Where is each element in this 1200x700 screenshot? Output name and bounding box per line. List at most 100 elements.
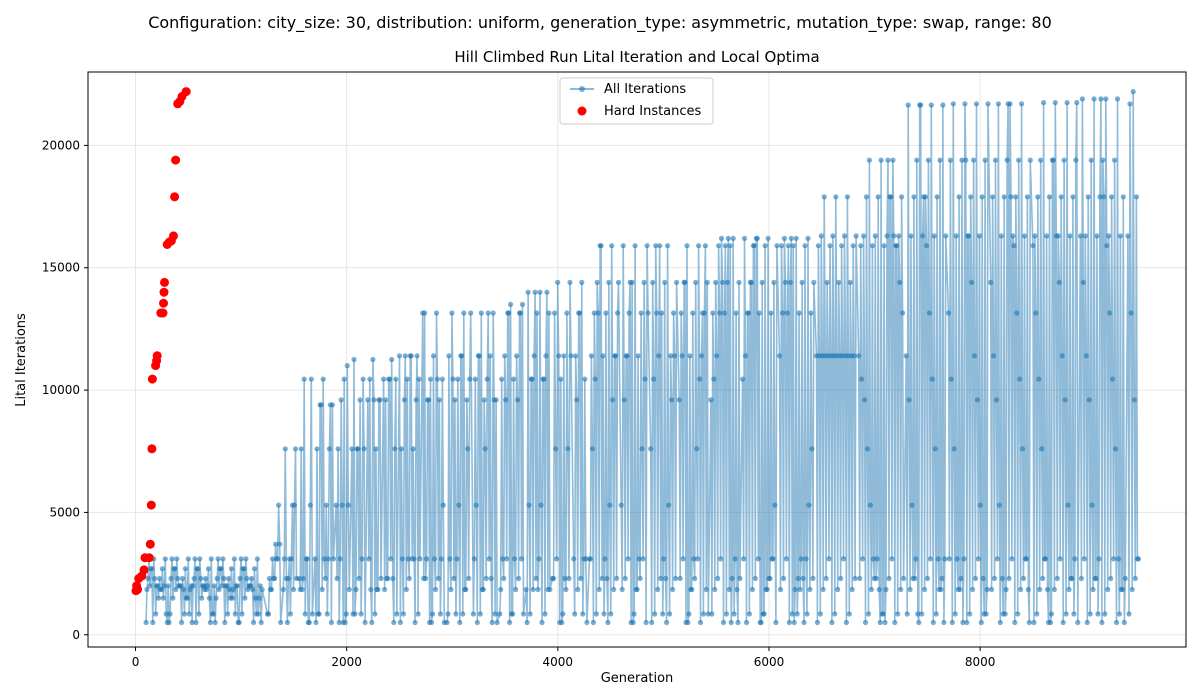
- all-iterations-point: [555, 279, 561, 285]
- all-iterations-point: [861, 233, 867, 239]
- all-iterations-point: [804, 611, 810, 617]
- all-iterations-point: [470, 611, 476, 617]
- all-iterations-point: [362, 619, 368, 626]
- all-iterations-point: [1034, 611, 1040, 617]
- all-iterations-point: [939, 575, 945, 582]
- all-iterations-point: [886, 575, 892, 582]
- all-iterations-point: [454, 556, 460, 562]
- x-tick-label: 0: [132, 655, 140, 669]
- all-iterations-point: [608, 611, 614, 617]
- all-iterations-point: [515, 397, 521, 403]
- all-iterations-point: [455, 376, 461, 382]
- all-iterations-point: [1084, 619, 1090, 626]
- all-iterations-point: [575, 586, 581, 593]
- all-iterations-point: [717, 310, 723, 316]
- all-iterations-point: [198, 575, 204, 582]
- all-iterations-point: [215, 556, 221, 562]
- all-iterations-point: [1054, 575, 1060, 582]
- all-iterations-point: [641, 279, 647, 285]
- all-iterations-point: [471, 556, 477, 562]
- all-iterations-point: [1009, 556, 1015, 562]
- all-iterations-point: [316, 611, 322, 617]
- all-iterations-point: [723, 611, 730, 617]
- all-iterations-point: [1087, 611, 1093, 617]
- all-iterations-point: [561, 353, 567, 359]
- all-iterations-point: [480, 586, 486, 593]
- hard-instance-point: [170, 192, 180, 202]
- all-iterations-series: [143, 89, 1142, 626]
- all-iterations-point: [853, 233, 859, 239]
- x-tick-label: 8000: [965, 655, 996, 669]
- hard-instance-point: [171, 155, 181, 165]
- all-iterations-point: [860, 556, 866, 562]
- all-iterations-point: [914, 157, 920, 163]
- all-iterations-point: [672, 353, 678, 359]
- all-iterations-point: [1072, 556, 1078, 562]
- all-iterations-point: [652, 611, 658, 617]
- all-iterations-point: [524, 619, 530, 626]
- all-iterations-point: [971, 353, 978, 359]
- all-iterations-point: [602, 556, 608, 562]
- all-iterations-point: [963, 157, 969, 163]
- all-iterations-point: [373, 446, 379, 452]
- all-iterations-point: [1119, 586, 1125, 593]
- all-iterations-point: [1016, 157, 1022, 163]
- all-iterations-point: [191, 575, 197, 582]
- all-iterations-point: [725, 235, 731, 241]
- all-iterations-point: [850, 243, 856, 249]
- all-iterations-point: [711, 376, 717, 382]
- all-iterations-point: [746, 611, 753, 617]
- all-iterations-point: [1086, 397, 1092, 403]
- all-iterations-point: [665, 243, 671, 249]
- all-iterations-point: [328, 619, 334, 626]
- all-iterations-point: [143, 619, 149, 626]
- all-iterations-point: [770, 556, 776, 562]
- hard-instance-point: [139, 565, 149, 575]
- all-iterations-point: [847, 279, 853, 285]
- hard-instance-point: [144, 553, 154, 563]
- all-iterations-point: [345, 502, 351, 508]
- all-iterations-point: [510, 376, 517, 382]
- all-iterations-point: [184, 595, 190, 601]
- all-iterations-point: [743, 619, 750, 626]
- all-iterations-point: [900, 310, 906, 316]
- all-iterations-point: [1033, 310, 1039, 316]
- all-iterations-point: [225, 611, 231, 617]
- all-iterations-point: [912, 575, 918, 582]
- all-iterations-point: [285, 575, 291, 582]
- all-iterations-point: [866, 157, 873, 163]
- all-iterations-point: [1078, 575, 1084, 582]
- all-iterations-point: [833, 194, 839, 200]
- all-iterations-point: [1064, 100, 1070, 106]
- all-iterations-point: [809, 446, 815, 452]
- all-iterations-point: [1098, 96, 1104, 102]
- all-iterations-point: [751, 243, 757, 249]
- all-iterations-point: [288, 556, 294, 562]
- all-iterations-point: [437, 611, 443, 617]
- all-iterations-point: [367, 376, 373, 382]
- all-iterations-point: [301, 376, 307, 382]
- all-iterations-point: [808, 310, 814, 316]
- all-iterations-point: [922, 194, 929, 200]
- all-iterations-point: [296, 575, 302, 582]
- all-iterations-point: [1129, 586, 1135, 593]
- all-iterations-point: [802, 243, 808, 249]
- hard-instance-point: [160, 277, 169, 287]
- all-iterations-point: [1082, 233, 1088, 239]
- all-iterations-point: [704, 279, 710, 285]
- all-iterations-point: [722, 243, 729, 249]
- all-iterations-point: [920, 233, 926, 239]
- all-iterations-point: [975, 556, 982, 562]
- all-iterations-point: [149, 566, 155, 572]
- all-iterations-point: [1026, 619, 1032, 626]
- all-iterations-point: [170, 595, 176, 601]
- all-iterations-point: [820, 586, 826, 593]
- all-iterations-point: [351, 356, 357, 363]
- all-iterations-point: [492, 611, 498, 617]
- all-iterations-point: [677, 575, 683, 582]
- all-iterations-point: [406, 575, 412, 582]
- all-iterations-point: [759, 279, 765, 285]
- all-iterations-point: [756, 310, 762, 316]
- all-iterations-point: [862, 397, 868, 403]
